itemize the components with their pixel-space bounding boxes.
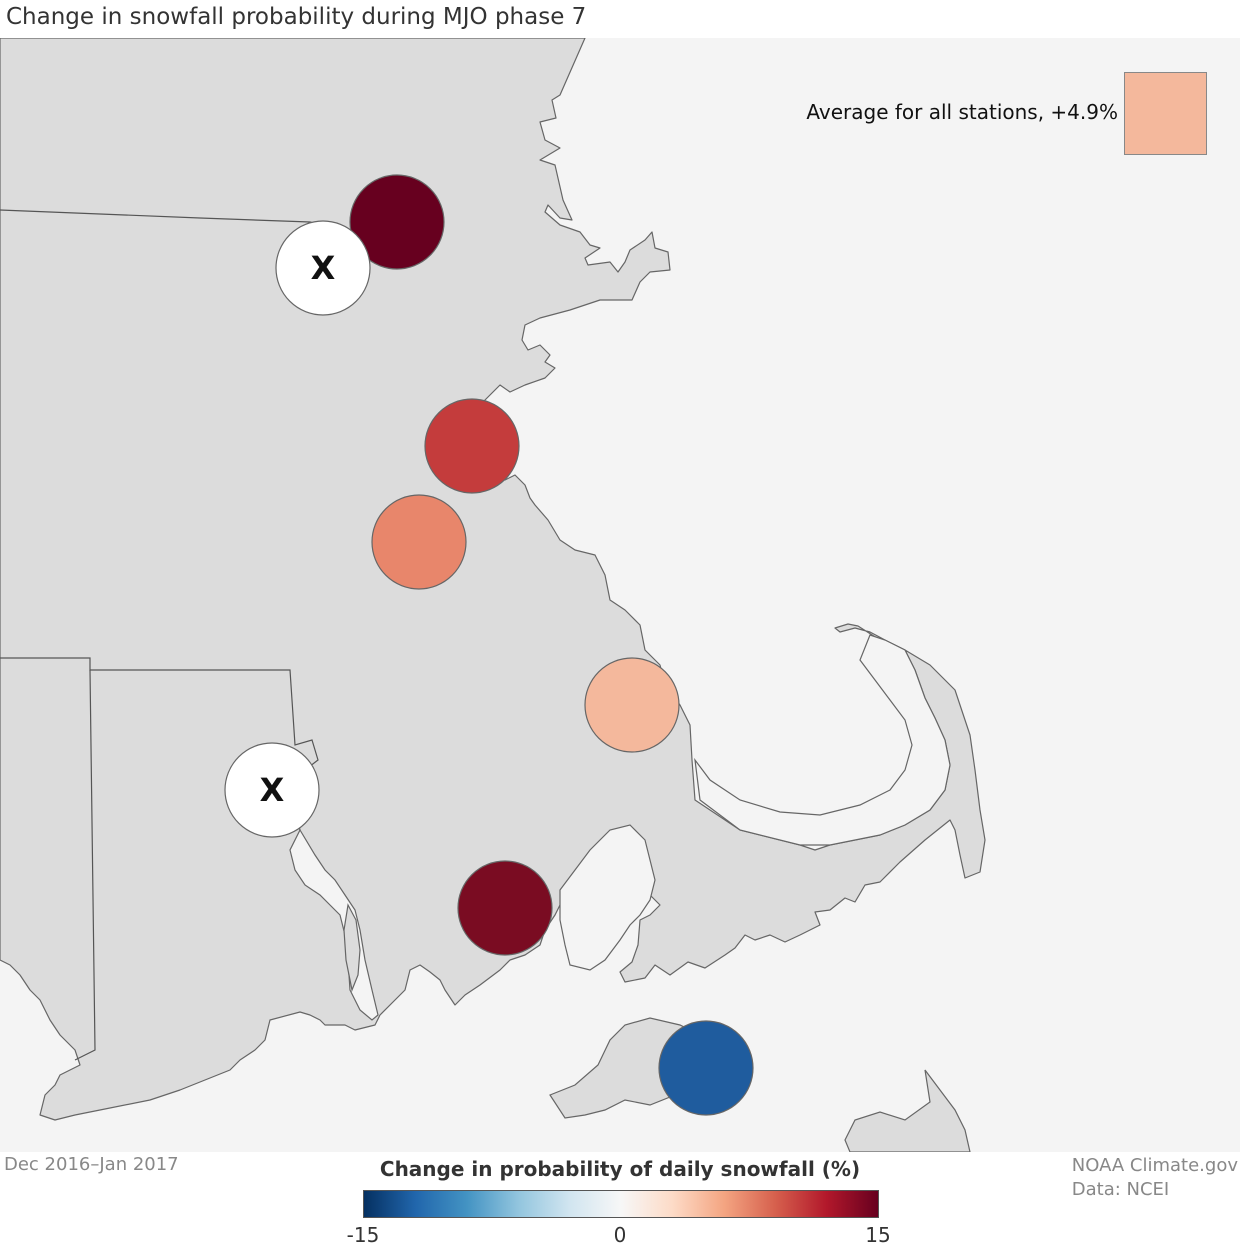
map-title: Change in snowfall probability during MJ… [6, 4, 587, 30]
average-legend-label: Average for all stations, +4.9% [806, 100, 1118, 124]
station-markers: XX [224, 174, 754, 1116]
cape-cod-bay [694, 634, 951, 846]
station-marker [584, 657, 680, 753]
nantucket [844, 1069, 971, 1152]
color-scale-title: Change in probability of daily snowfall … [379, 1157, 861, 1181]
average-legend-swatch [1124, 72, 1207, 155]
color-scale-bar [363, 1190, 879, 1218]
station-marker-no-data [224, 742, 320, 838]
no-data-mark: X [260, 771, 285, 809]
mainland-landmass [0, 38, 986, 1121]
credit-block: NOAA Climate.gov Data: NCEI [1072, 1154, 1238, 1202]
scale-tick-min: -15 [346, 1223, 380, 1247]
station-marker [371, 494, 467, 590]
state-border-ct-ri-south [74, 669, 96, 1061]
credit-label: NOAA Climate.gov [1071, 1155, 1238, 1176]
buzzards-bay [559, 824, 656, 971]
scale-tick-mid: 0 [613, 1223, 627, 1247]
station-marker [457, 860, 553, 956]
station-marker [658, 1020, 754, 1116]
no-data-mark: X [311, 249, 336, 287]
conanicut-island [343, 903, 361, 993]
station-marker-no-data [275, 220, 371, 316]
data-source-label: Data: NCEI [1071, 1179, 1170, 1200]
map-canvas: XX [0, 38, 1240, 1152]
station-marker [349, 174, 445, 270]
scale-tick-max: 15 [865, 1223, 891, 1247]
date-range-label: Dec 2016–Jan 2017 [4, 1154, 179, 1175]
station-marker [424, 398, 520, 494]
